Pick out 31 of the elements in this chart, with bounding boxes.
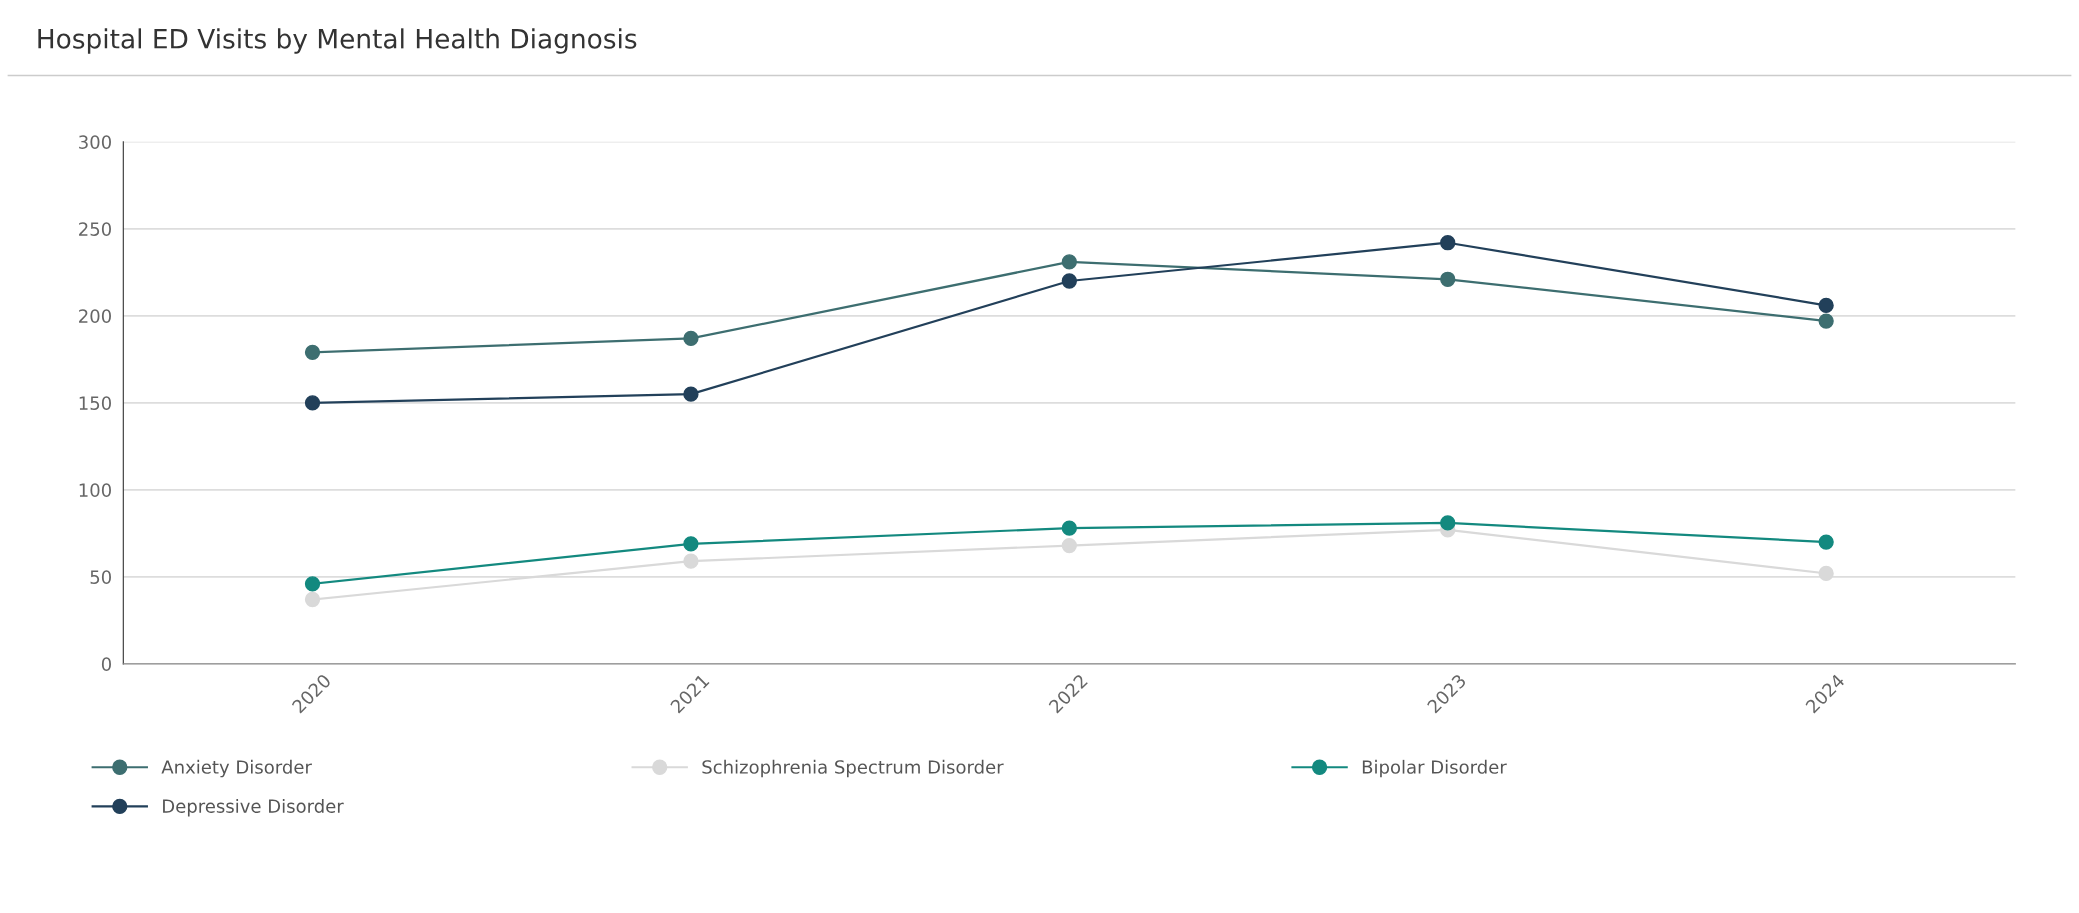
y-tick-label: 50 — [90, 570, 111, 584]
point — [683, 330, 699, 347]
point — [1818, 534, 1834, 550]
y-tick-label: 250 — [79, 222, 111, 236]
point — [683, 386, 699, 402]
chart-title: Hospital ED Visits by Mental Health Diagnosis — [38, 28, 637, 54]
point — [304, 344, 321, 361]
y-tick-label: 200 — [79, 309, 111, 323]
y-tick-label: 150 — [79, 396, 111, 410]
y-tick-label: 100 — [79, 483, 111, 497]
legend-label: Depressive Disorder — [163, 799, 344, 817]
y-tick-label: 300 — [79, 135, 111, 149]
point — [304, 395, 321, 411]
point — [1818, 297, 1834, 314]
point — [1440, 235, 1456, 251]
point — [1061, 273, 1077, 289]
point — [1440, 515, 1456, 531]
point — [1440, 271, 1456, 287]
legend-label: Schizophrenia Spectrum Disorder — [702, 759, 1004, 778]
legend-label: Bipolar Disorder — [1362, 759, 1507, 778]
point — [1061, 537, 1077, 554]
point — [1818, 313, 1834, 329]
legend-label: Anxiety Disorder — [161, 759, 312, 778]
y-tick-label: 0 — [101, 657, 111, 671]
point — [304, 576, 321, 592]
point — [1818, 565, 1834, 582]
point — [1061, 254, 1077, 270]
point — [683, 536, 699, 552]
point — [683, 553, 699, 569]
point — [304, 591, 321, 608]
point — [1061, 520, 1077, 536]
